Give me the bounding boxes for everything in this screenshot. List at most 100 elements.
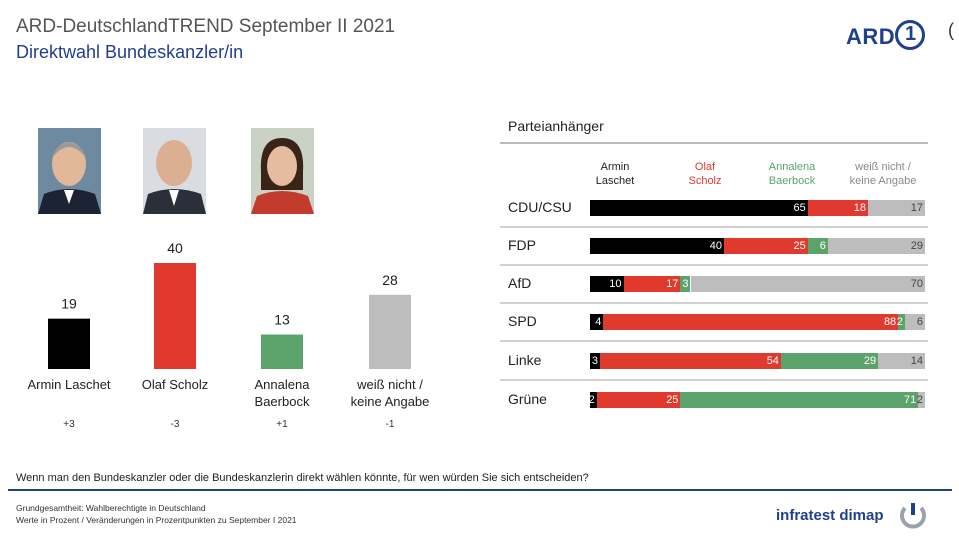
bar-undecided — [369, 294, 411, 369]
stack-segment-baerbock: 3 — [680, 276, 691, 292]
legend-line: Annalena — [768, 161, 816, 173]
stack-segment-value: 18 — [853, 202, 867, 214]
footer-divider — [8, 489, 952, 491]
stack-segment-value: 6 — [819, 240, 826, 252]
change-label-undecided: -1 — [386, 419, 395, 430]
stack-segment-baerbock: 6 — [807, 238, 828, 254]
stack-segment-value: 17 — [910, 202, 923, 214]
stack-segment-value: 25 — [666, 394, 679, 406]
stack-segment-value: 54 — [766, 355, 779, 367]
stack-segment-baerbock: 71 — [680, 392, 919, 408]
party-label: Linke — [508, 352, 542, 368]
stack-segment-scholz: 18 — [807, 200, 869, 216]
stack-segment-value: 70 — [910, 278, 923, 290]
legend-line: Baerbock — [768, 175, 816, 187]
stack-segment-undecided: 6 — [904, 314, 925, 330]
stack-segment-value: 2 — [896, 316, 903, 328]
legend-line: Scholz — [688, 175, 722, 187]
stack-segment-scholz: 17 — [623, 276, 681, 292]
party-label: Grüne — [508, 391, 547, 407]
stack-segment-value: 71 — [904, 394, 917, 406]
legend-line: keine Angabe — [849, 175, 917, 187]
stack-segment-laschet: 65 — [590, 200, 808, 216]
row-separator — [500, 379, 928, 381]
stack-segment-laschet: 10 — [590, 276, 624, 292]
portrait-scholz-image — [143, 128, 206, 214]
stack-segment-baerbock: 29 — [780, 353, 879, 369]
stack-segment-value: 2 — [588, 394, 595, 406]
row-separator — [500, 340, 928, 342]
party-label: SPD — [508, 313, 537, 329]
legend-scholz: Olaf Scholz — [660, 160, 750, 188]
legend-line: Laschet — [595, 175, 635, 187]
stack-segment-value: 4 — [595, 316, 602, 328]
legend-line: Olaf — [694, 161, 716, 173]
stack-segment-value: 25 — [793, 240, 806, 252]
stack-segment-value: 3 — [682, 278, 689, 290]
stack-segment-value: 17 — [666, 278, 679, 290]
stack-segment-value: 2 — [916, 394, 923, 406]
footnote-population: Grundgesamtheit: Wahlberechtigte in Deut… — [16, 503, 206, 513]
survey-question: Wenn man den Bundeskanzler oder die Bund… — [16, 472, 589, 484]
stack-segment-value: 14 — [910, 355, 923, 367]
bar-baerbock — [261, 334, 303, 369]
footnote-units: Werte in Prozent / Veränderungen in Proz… — [16, 515, 297, 525]
stack-segment-value: 29 — [863, 355, 877, 367]
stack-segment-laschet: 3 — [590, 353, 601, 369]
legend-baerbock: Annalena Baerbock — [747, 160, 837, 188]
stack-segment-value: 40 — [709, 240, 722, 252]
stack-segment-value: 10 — [609, 278, 622, 290]
stack-segment-undecided: 29 — [827, 238, 925, 254]
bar-value-scholz: 40 — [167, 240, 183, 256]
ard-logo: ARD 1 — [846, 20, 928, 60]
bar-laschet — [48, 318, 90, 369]
category-label-baerbock: Annalena — [255, 377, 311, 392]
ard-logo-mark: 1 — [905, 23, 917, 45]
infratest-logo-text: infratest dimap — [776, 507, 884, 524]
stack-segment-undecided: 14 — [878, 353, 925, 369]
party-label: AfD — [508, 275, 532, 291]
portrait-laschet-image — [38, 128, 101, 214]
row-separator — [500, 226, 928, 228]
party-label: CDU/CSU — [508, 199, 572, 215]
legend-line: weiß nicht / — [855, 161, 911, 173]
party-chart-title: Parteianhänger — [508, 118, 604, 134]
edge-glyph: ( — [948, 20, 954, 40]
stack-segment-scholz: 54 — [600, 353, 781, 369]
category-label-undecided: weiß nicht / — [356, 377, 423, 392]
category-label-laschet: Armin Laschet — [27, 377, 110, 392]
party-label: FDP — [508, 237, 536, 253]
category-label-undecided: keine Angabe — [351, 394, 430, 409]
stack-segment-laschet: 2 — [588, 392, 597, 408]
stack-segment-laschet: 40 — [590, 238, 724, 254]
stack-segment-undecided: 70 — [690, 276, 925, 292]
bar-value-baerbock: 13 — [274, 312, 290, 328]
infratest-logo-icon — [900, 503, 926, 529]
category-label-scholz: Olaf Scholz — [142, 377, 208, 392]
stack-segment-undecided: 2 — [916, 392, 925, 408]
row-separator — [500, 264, 928, 266]
stack-segment-laschet: 4 — [590, 314, 604, 330]
stack-segment-value: 6 — [916, 316, 923, 328]
stack-segment-scholz: 88 — [603, 314, 899, 330]
portrait-baerbock-image — [251, 128, 314, 214]
legend-line: Armin — [600, 161, 630, 173]
stack-segment-value: 29 — [910, 240, 923, 252]
category-label-baerbock: Baerbock — [255, 394, 310, 409]
bar-scholz — [154, 263, 196, 369]
stack-segment-value: 65 — [793, 202, 806, 214]
ard-logo-text: ARD — [846, 24, 896, 49]
row-separator — [500, 302, 928, 304]
legend-laschet: Armin Laschet — [570, 160, 660, 188]
stack-segment-baerbock: 2 — [896, 314, 905, 330]
direct-vote-chart: 19 Armin Laschet +3 40 Olaf Scholz -3 13 Annale… — [27, 240, 430, 430]
page-title: ARD-DeutschlandTREND September II 2021 — [16, 16, 396, 37]
stack-segment-value: 88 — [883, 316, 897, 328]
change-label-laschet: +3 — [63, 419, 75, 430]
party-chart-header-line — [500, 142, 928, 144]
change-label-scholz: -3 — [171, 419, 180, 430]
stack-segment-scholz: 25 — [596, 392, 681, 408]
stack-segment-undecided: 17 — [868, 200, 925, 216]
legend-undecided: weiß nicht / keine Angabe — [838, 160, 928, 188]
page-subtitle: Direktwahl Bundeskanzler/in — [16, 42, 244, 62]
